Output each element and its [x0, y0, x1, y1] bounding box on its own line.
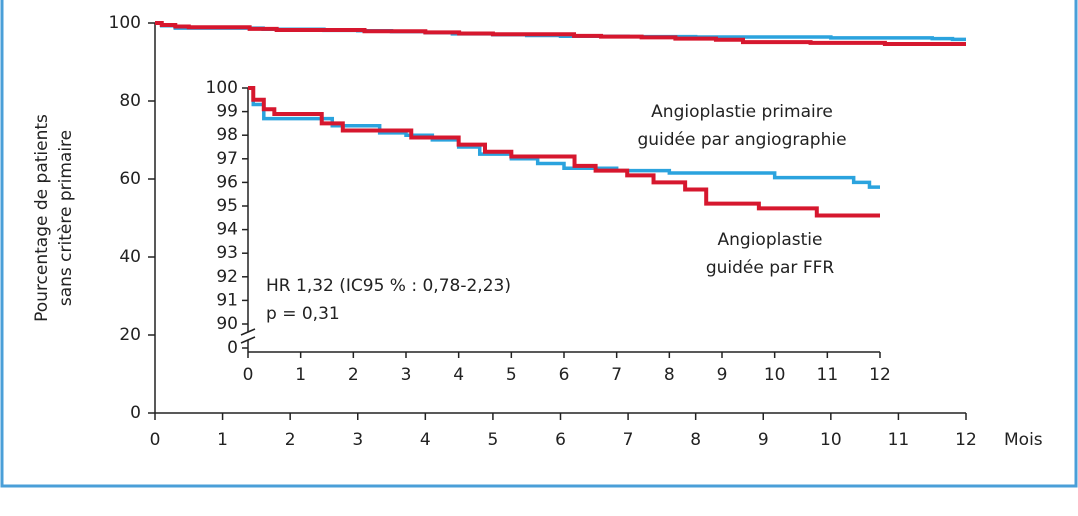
- series-line: [155, 21, 966, 47]
- y-tick-label: 0: [130, 403, 141, 423]
- y-tick-label: 80: [119, 91, 141, 111]
- inset-y-tick-label: 99: [216, 102, 238, 122]
- inset-y-tick-label: 97: [216, 149, 238, 169]
- inset-x-tick-label: 7: [611, 365, 622, 385]
- inset-y-tick-label: 94: [216, 220, 238, 240]
- inset-series-line: [248, 86, 880, 218]
- axis-break: [240, 336, 256, 344]
- inset-x-tick-label: 10: [764, 365, 786, 385]
- x-tick-label: 0: [150, 430, 161, 450]
- x-tick-label: 5: [488, 430, 499, 450]
- inset-y-tick-label: 100: [206, 78, 238, 98]
- inset-x-tick-label: 2: [348, 365, 359, 385]
- inset-y-tick-label: 0: [227, 338, 238, 358]
- y-tick-label: 100: [109, 13, 141, 33]
- inset-x-tick-label: 9: [717, 365, 728, 385]
- x-tick-label: 12: [955, 430, 977, 450]
- inset-x-tick-label: 6: [559, 365, 570, 385]
- x-tick-label: 1: [217, 430, 228, 450]
- inset-y-tick-label: 90: [216, 314, 238, 334]
- y-axis-label: Pourcentage de patients: [32, 114, 52, 322]
- inset-y-tick-label: 96: [216, 172, 238, 192]
- inset-y-tick-label: 98: [216, 125, 238, 145]
- x-tick-label: 3: [352, 430, 363, 450]
- x-tick-label: 4: [420, 430, 431, 450]
- axis-break: [240, 328, 256, 336]
- inset-y-tick-label: 93: [216, 243, 238, 263]
- annotation: p = 0,31: [266, 304, 340, 324]
- y-tick-label: 40: [119, 247, 141, 267]
- inset-x-tick-label: 4: [453, 365, 464, 385]
- x-tick-label: 6: [555, 430, 566, 450]
- series-label: guidée par angiographie: [637, 130, 846, 150]
- frame: [0, 0, 1078, 488]
- inset-x-tick-label: 3: [401, 365, 412, 385]
- inset-y-tick-label: 92: [216, 267, 238, 287]
- x-tick-label: 11: [888, 430, 910, 450]
- series-label: Angioplastie: [718, 230, 823, 250]
- annotation: HR 1,32 (IC95 % : 0,78-2,23): [266, 276, 511, 296]
- x-tick-label: 8: [690, 430, 701, 450]
- series-label: guidée par FFR: [706, 258, 835, 278]
- inset-x-tick-label: 5: [506, 365, 517, 385]
- x-tick-label: 10: [820, 430, 842, 450]
- inset-y-tick-label: 91: [216, 290, 238, 310]
- y-tick-label: 20: [119, 325, 141, 345]
- inset-x-tick-label: 0: [243, 365, 254, 385]
- inset-x-tick-label: 12: [869, 365, 891, 385]
- y-axis-label: sans critère primaire: [56, 130, 76, 306]
- y-tick-label: 60: [119, 169, 141, 189]
- x-tick-label: 7: [623, 430, 634, 450]
- x-tick-label: 2: [285, 430, 296, 450]
- series-label: Angioplastie primaire: [651, 102, 833, 122]
- inset-y-tick-label: 95: [216, 196, 238, 216]
- inset-x-tick-label: 1: [295, 365, 306, 385]
- inset-x-tick-label: 11: [817, 365, 839, 385]
- inset-x-tick-label: 8: [664, 365, 675, 385]
- x-axis-label: Mois: [1004, 430, 1043, 450]
- x-tick-label: 9: [758, 430, 769, 450]
